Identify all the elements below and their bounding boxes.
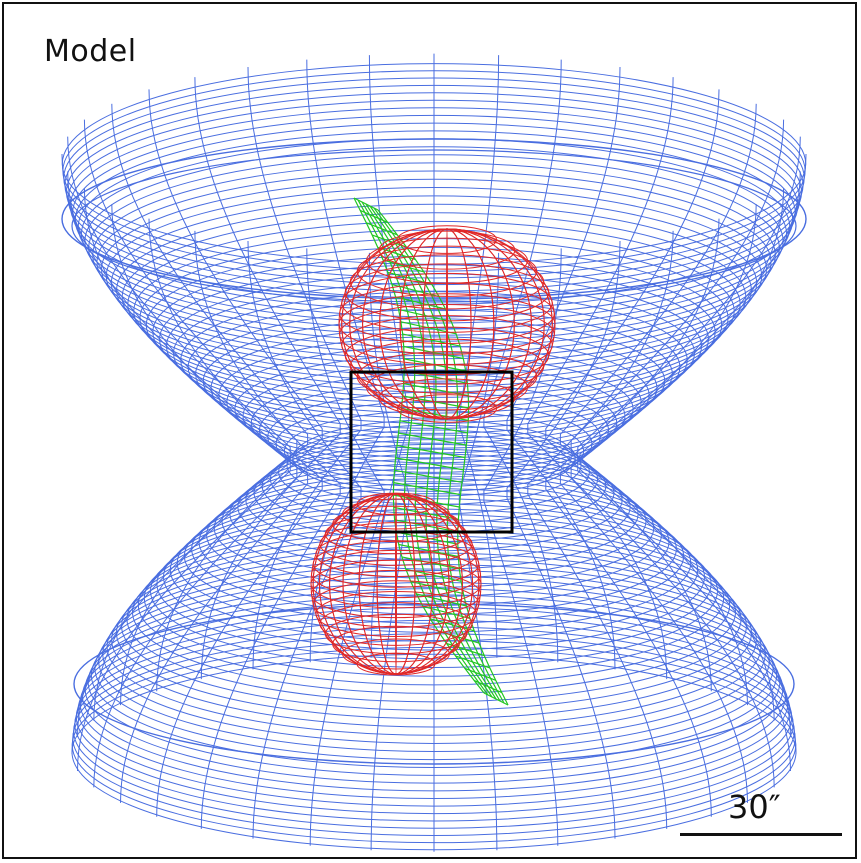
wireframe-model [61, 53, 807, 852]
wire-meridian [368, 252, 410, 851]
wire-meridian [506, 66, 621, 670]
wire-meridian [506, 240, 621, 839]
wire-meridian [373, 207, 505, 704]
wire-meridian [368, 55, 410, 658]
wire-ring [446, 228, 448, 420]
wire-meridian [83, 119, 298, 721]
central-box [349, 370, 514, 534]
wire-meridian [194, 77, 341, 680]
outer-shell-wireframe [61, 53, 807, 852]
wire-meridian [483, 59, 562, 663]
wire-meridian [247, 240, 362, 839]
wire-meridian [67, 136, 291, 738]
wire-meridian [458, 252, 500, 851]
wire-meridian [579, 153, 807, 755]
wire-meridian [247, 66, 362, 670]
wire-meridian [577, 136, 801, 738]
wire-meridian [148, 89, 323, 692]
wire-meridian [570, 119, 785, 721]
wire-meridian [369, 205, 501, 702]
wire-meridian [357, 199, 489, 696]
scale-bar-label: 30″ [728, 788, 781, 826]
scale-bar [680, 833, 842, 836]
wire-meridian [559, 103, 757, 706]
wire-meridian [111, 103, 309, 706]
wire-meridian [365, 203, 497, 700]
wire-meridian [559, 204, 757, 803]
wire-meridian [353, 197, 485, 694]
wire-meridian [61, 153, 289, 755]
wire-meridian [577, 171, 801, 772]
wire-ring [395, 493, 397, 675]
inner-lobes-wireframe [310, 225, 556, 676]
wire-meridian [527, 77, 674, 680]
wire-meridian [545, 89, 720, 692]
wire-ring [312, 493, 480, 675]
wire-meridian [67, 171, 291, 772]
wire-ring [341, 228, 553, 420]
wire-meridian [111, 204, 309, 803]
panel-label: Model [44, 34, 137, 69]
wire-meridian [306, 248, 385, 846]
wire-meridian [570, 188, 785, 788]
